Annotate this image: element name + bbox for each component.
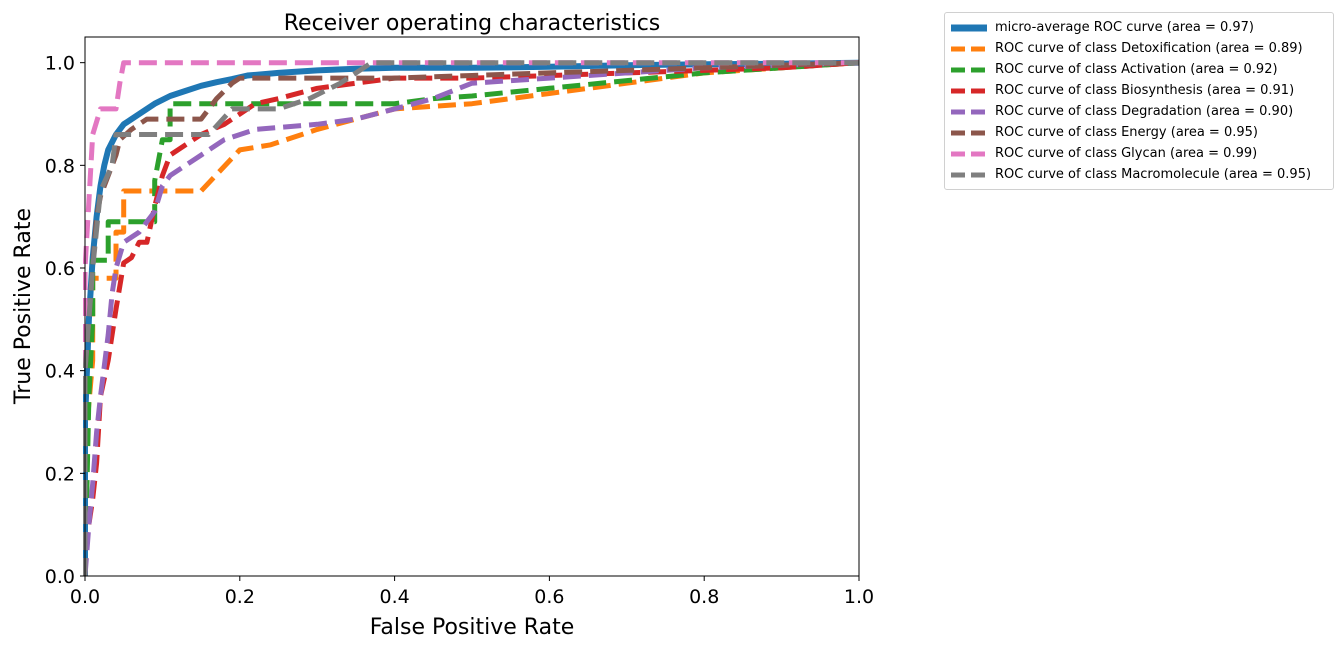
- x-tick-label: 0.6: [534, 586, 564, 608]
- legend-swatch: [951, 24, 987, 31]
- legend-entry: ROC curve of class Activation (area = 0.…: [951, 59, 1325, 80]
- x-tick-label: 0.0: [70, 586, 100, 608]
- roc-curve-series-1: [83, 60, 860, 576]
- plot-frame: [84, 36, 860, 577]
- legend-entry: ROC curve of class Biosynthesis (area = …: [951, 80, 1325, 101]
- y-tick-label: 0.0: [45, 566, 75, 588]
- legend-label: ROC curve of class Detoxification (area …: [995, 41, 1303, 56]
- legend-entry: ROC curve of class Energy (area = 0.95): [951, 122, 1325, 143]
- legend-label: ROC curve of class Degradation (area = 0…: [995, 104, 1294, 119]
- legend-label: ROC curve of class Activation (area = 0.…: [995, 62, 1278, 77]
- y-tick-label: 0.6: [45, 258, 75, 280]
- legend-entry: ROC curve of class Detoxification (area …: [951, 38, 1325, 59]
- legend-swatch: [951, 46, 987, 51]
- legend-swatch: [951, 88, 987, 93]
- legend-label: ROC curve of class Energy (area = 0.95): [995, 125, 1258, 140]
- roc-curve-series-4: [83, 60, 860, 577]
- x-axis: 0.0 0.2 0.4 0.6 0.8 1.0: [70, 576, 874, 608]
- legend-label: ROC curve of class Glycan (area = 0.99): [995, 146, 1258, 161]
- legend-label: ROC curve of class Biosynthesis (area = …: [995, 83, 1295, 98]
- roc-curve-series-2: [83, 60, 860, 577]
- y-tick-label: 0.4: [45, 361, 75, 383]
- curves-layer: [83, 59, 860, 577]
- legend-swatch: [951, 67, 987, 72]
- legend-label: micro-average ROC curve (area = 0.97): [995, 20, 1254, 35]
- x-tick-label: 0.4: [379, 586, 409, 608]
- roc-curve-series-5: [83, 60, 860, 576]
- legend-swatch: [951, 172, 987, 177]
- legend-entry: ROC curve of class Macromolecule (area =…: [951, 164, 1325, 185]
- y-tick-label: 1.0: [45, 53, 75, 75]
- roc-curve-series-7: [83, 60, 859, 576]
- legend-entry: micro-average ROC curve (area = 0.97): [951, 17, 1325, 38]
- roc-curve-series-0: [83, 59, 860, 576]
- x-axis-label: False Positive Rate: [370, 615, 574, 640]
- y-axis: 0.0 0.2 0.4 0.6 0.8 1.0: [45, 53, 85, 588]
- y-axis-label: True Positive Rate: [11, 208, 36, 405]
- legend-swatch: [951, 109, 987, 114]
- y-tick-label: 0.2: [45, 463, 75, 485]
- chart-title: Receiver operating characteristics: [284, 11, 661, 36]
- legend: micro-average ROC curve (area = 0.97) ROC…: [944, 12, 1334, 190]
- roc-curve-series-6: [83, 60, 859, 576]
- x-tick-label: 0.8: [689, 586, 719, 608]
- x-tick-label: 0.2: [225, 586, 255, 608]
- y-tick-label: 0.8: [45, 155, 75, 177]
- legend-entry: ROC curve of class Glycan (area = 0.99): [951, 143, 1325, 164]
- x-tick-label: 1.0: [844, 586, 874, 608]
- legend-label: ROC curve of class Macromolecule (area =…: [995, 167, 1312, 182]
- legend-swatch: [951, 130, 987, 135]
- legend-entry: ROC curve of class Degradation (area = 0…: [951, 101, 1325, 122]
- legend-swatch: [951, 151, 987, 156]
- roc-curve-series-3: [83, 60, 860, 576]
